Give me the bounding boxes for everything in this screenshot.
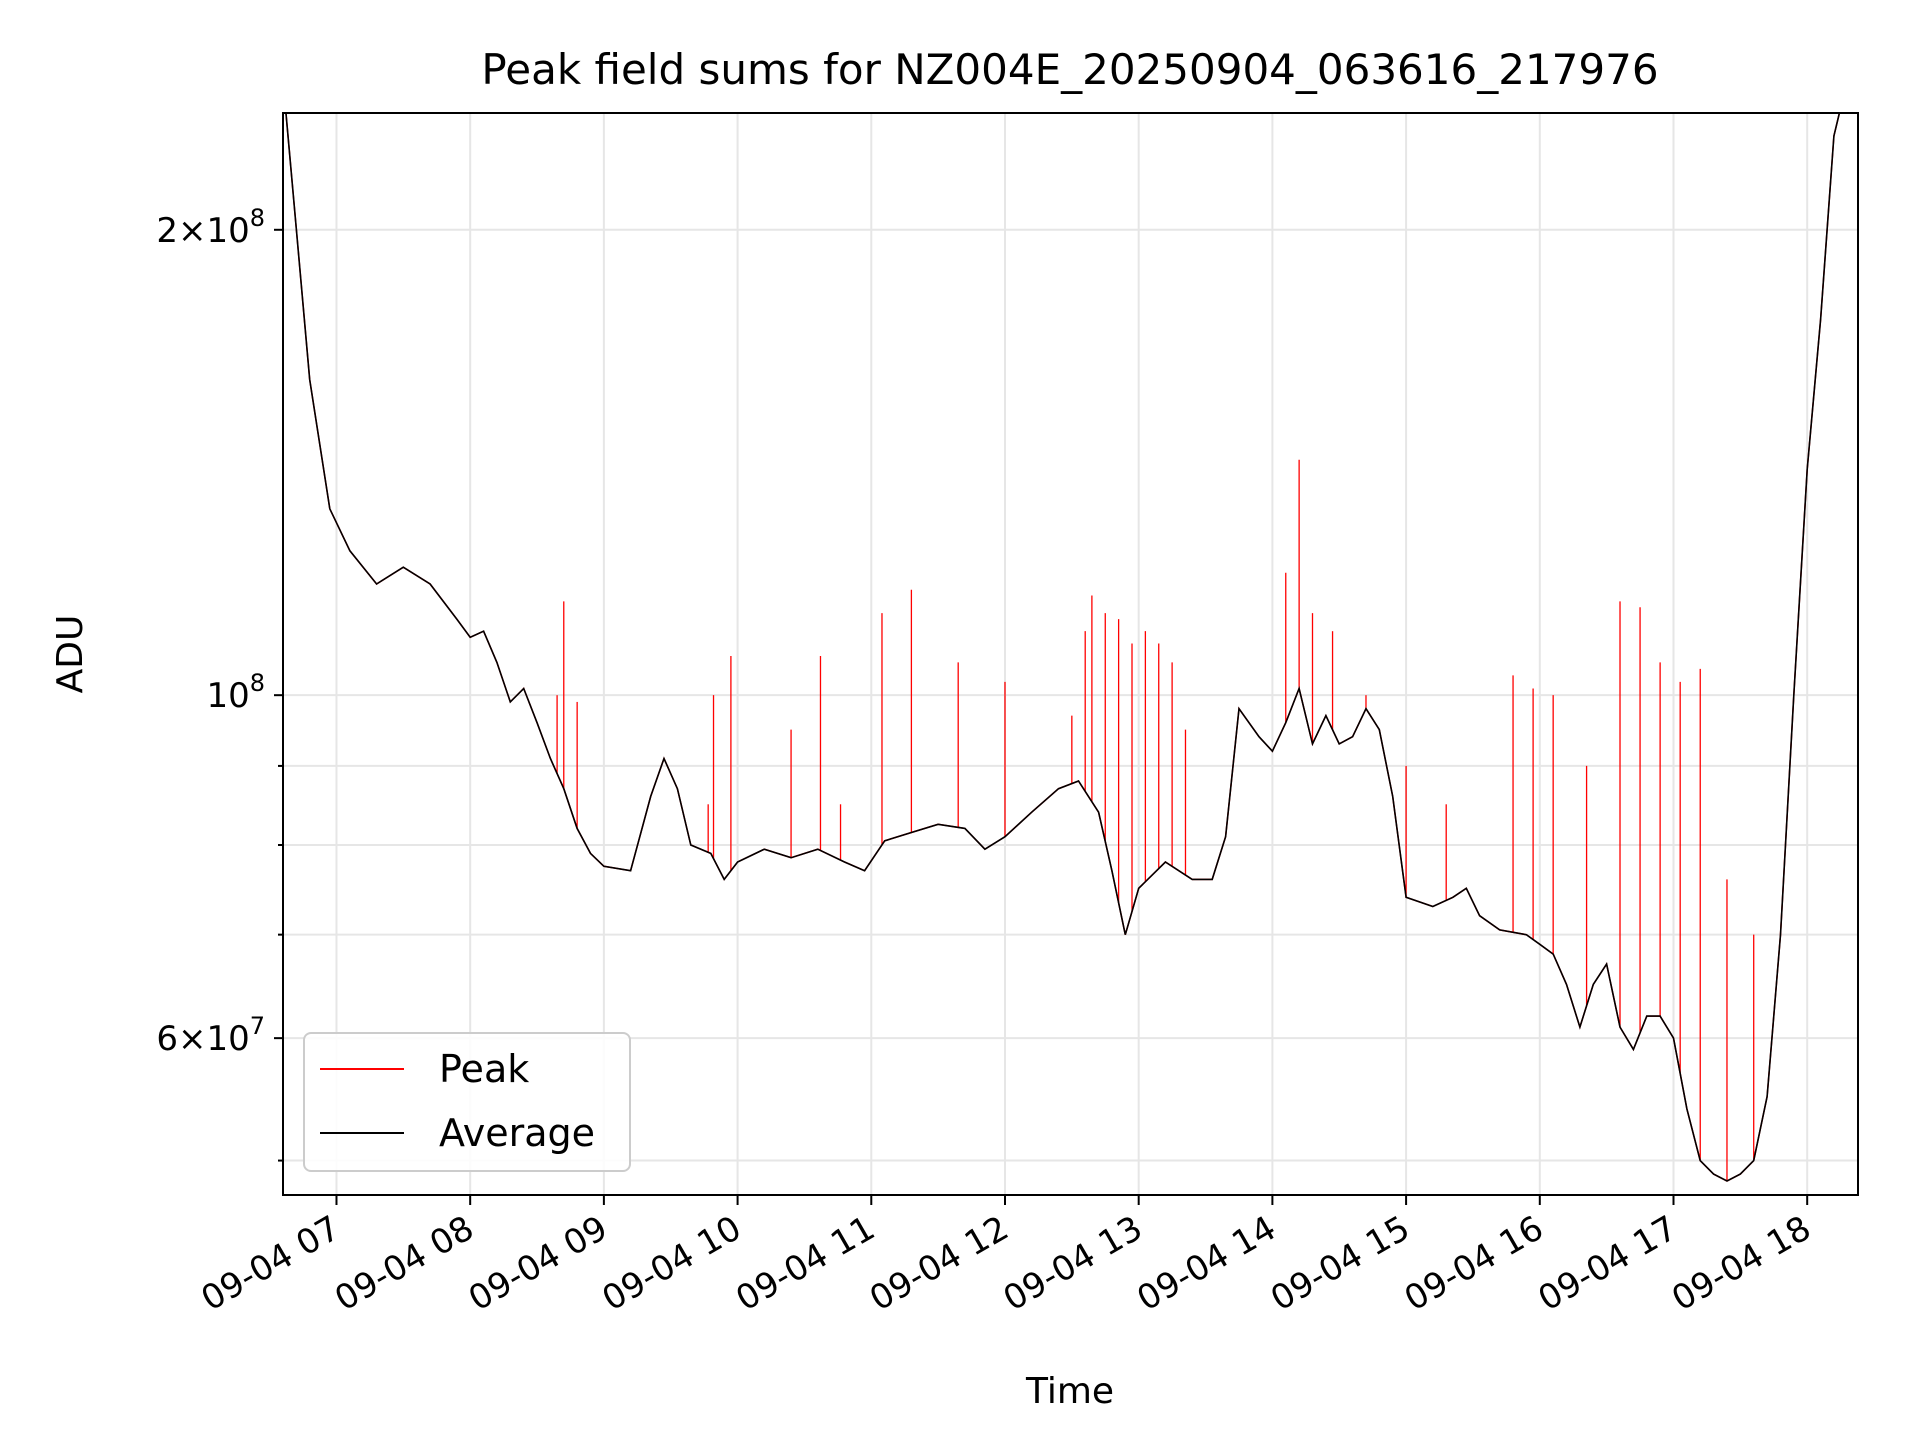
x-axis-label: Time bbox=[1025, 1371, 1114, 1412]
y-axis-label: ADU bbox=[50, 615, 91, 694]
legend-label-peak: Peak bbox=[439, 1047, 529, 1091]
legend-label-average: Average bbox=[439, 1111, 595, 1155]
legend-box bbox=[303, 1032, 631, 1172]
y-tick-label: 6×107 bbox=[156, 1012, 265, 1059]
series-layer bbox=[285, 113, 1841, 1182]
legend: Peak Average bbox=[303, 1032, 631, 1172]
grid bbox=[283, 113, 1858, 1195]
y-tick-label: 108 bbox=[206, 669, 265, 716]
y-tick-label: 2×108 bbox=[156, 204, 265, 251]
plot-frame bbox=[282, 112, 1859, 1196]
y-axis: 6×107 108 2×108 bbox=[156, 204, 283, 1162]
average-series-line bbox=[285, 113, 1841, 1182]
chart-title: Peak field sums for NZ004E_20250904_0636… bbox=[481, 45, 1658, 94]
